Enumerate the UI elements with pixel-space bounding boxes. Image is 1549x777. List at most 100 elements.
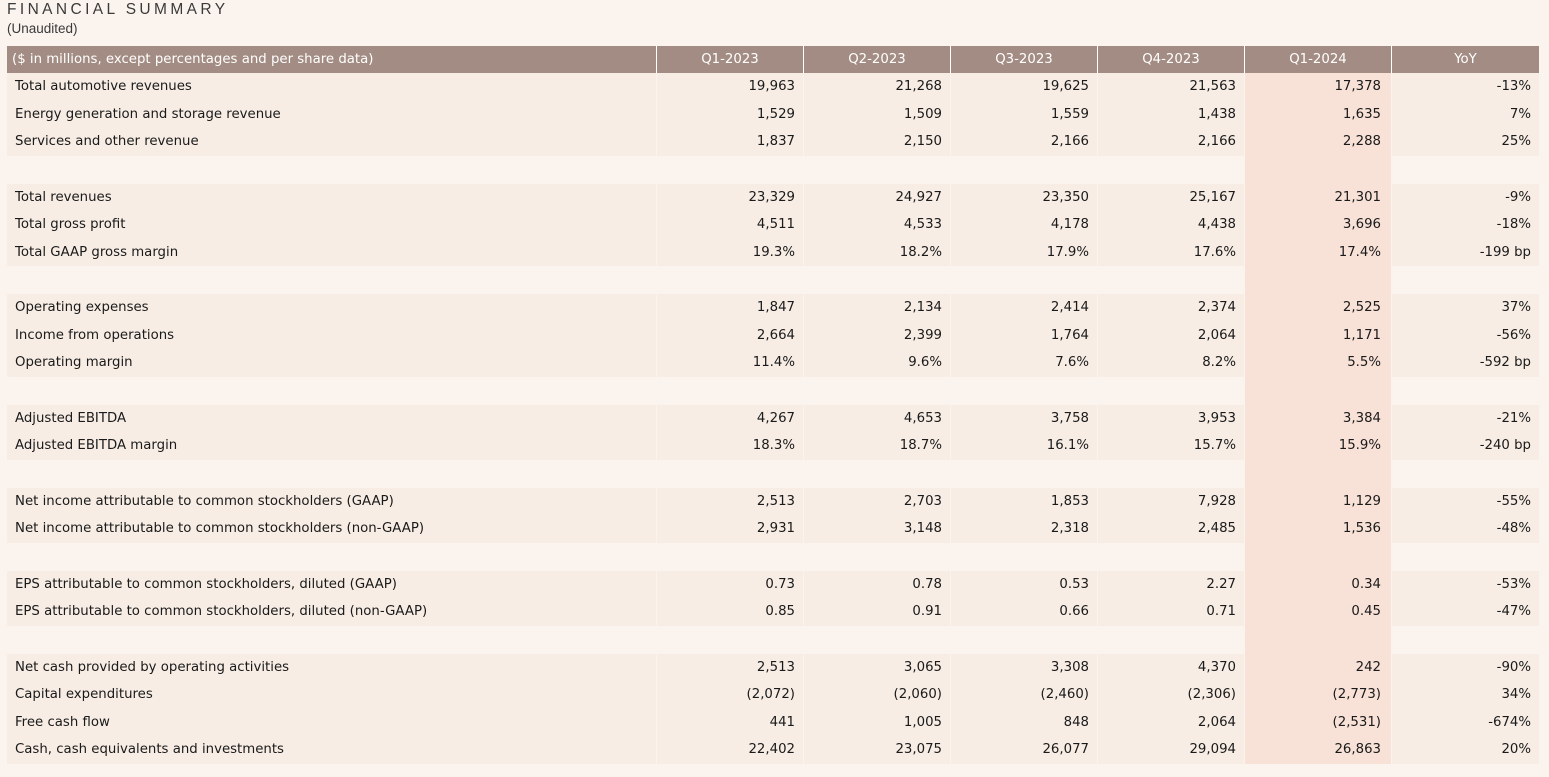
row-value: (2,460) <box>951 681 1098 709</box>
row-value: 37% <box>1392 294 1539 322</box>
spacer-cell <box>1098 155 1245 184</box>
row-value: 7.6% <box>951 349 1098 377</box>
column-header-q1-2024: Q1-2024 <box>1245 46 1392 73</box>
table-row: Operating margin 11.4% 9.6% 7.6% 8.2% 5.5% -59… <box>7 349 1539 377</box>
row-label: EPS attributable to common stockholders,… <box>7 598 657 626</box>
table-row: Services and other revenue 1,837 2,150 2,16… <box>7 128 1539 156</box>
row-value: 25% <box>1392 128 1539 156</box>
row-value: 1,559 <box>951 100 1098 128</box>
row-value: 4,267 <box>657 404 804 432</box>
spacer-cell <box>7 155 657 184</box>
row-label: Capital expenditures <box>7 681 657 709</box>
row-value: -9% <box>1392 183 1539 211</box>
row-value: 1,509 <box>804 100 951 128</box>
row-value: 0.45 <box>1245 598 1392 626</box>
spacer-cell <box>804 459 951 488</box>
spacer-cell <box>1245 155 1392 184</box>
row-value: 2,166 <box>1098 128 1245 156</box>
row-value: 2,150 <box>804 128 951 156</box>
row-value: 11.4% <box>657 349 804 377</box>
row-value: 4,438 <box>1098 211 1245 239</box>
row-value: 2,513 <box>657 487 804 515</box>
spacer-cell <box>1245 542 1392 571</box>
spacer-cell <box>1098 542 1245 571</box>
spacer-cell <box>1392 543 1539 571</box>
row-value: 18.2% <box>804 238 951 266</box>
row-value: (2,531) <box>1245 708 1392 736</box>
spacer-cell <box>657 266 804 294</box>
row-value: 2,134 <box>804 294 951 322</box>
spacer-cell <box>7 625 657 654</box>
table-row: Operating expenses 1,847 2,134 2,414 2,374 2,… <box>7 294 1539 322</box>
row-label: Adjusted EBITDA <box>7 404 657 432</box>
row-value: 1,438 <box>1098 100 1245 128</box>
row-label: Total GAAP gross margin <box>7 238 657 266</box>
row-value: -56% <box>1392 321 1539 349</box>
column-header-q3-2023: Q3-2023 <box>951 46 1098 73</box>
row-value: 9.6% <box>804 349 951 377</box>
row-value: 3,758 <box>951 404 1098 432</box>
row-value: 1,837 <box>657 128 804 156</box>
spacer-cell <box>1098 376 1245 405</box>
row-value: 21,301 <box>1245 183 1392 211</box>
row-value: 7,928 <box>1098 487 1245 515</box>
row-value: 26,863 <box>1245 736 1392 764</box>
spacer-cell <box>951 266 1098 294</box>
row-value: -53% <box>1392 570 1539 598</box>
row-label: Free cash flow <box>7 708 657 736</box>
table-row: Total revenues 23,329 24,927 23,350 25,167 21… <box>7 183 1539 211</box>
row-value: 1,005 <box>804 708 951 736</box>
row-value: -21% <box>1392 404 1539 432</box>
table-row: Total automotive revenues 19,963 21,268 19,… <box>7 73 1539 101</box>
page-title: FINANCIAL SUMMARY <box>7 1 229 18</box>
table-row: Net cash provided by operating activitie… <box>7 653 1539 681</box>
row-value: -48% <box>1392 515 1539 543</box>
row-label: Services and other revenue <box>7 128 657 156</box>
spacer-cell <box>804 266 951 294</box>
column-header-yoy: YoY <box>1392 46 1539 73</box>
spacer-row <box>7 376 1539 405</box>
row-value: 2,288 <box>1245 128 1392 156</box>
row-value: 21,268 <box>804 73 951 101</box>
row-label: Net cash provided by operating activitie… <box>7 653 657 681</box>
table-row: Adjusted EBITDA margin 18.3% 18.7% 16.1% 15.… <box>7 432 1539 460</box>
row-value: 2,513 <box>657 653 804 681</box>
spacer-cell <box>7 542 657 571</box>
spacer-cell <box>1392 156 1539 184</box>
table-row: EPS attributable to common stockholders,… <box>7 570 1539 598</box>
row-value: 17,378 <box>1245 73 1392 101</box>
row-label: Net income attributable to common stockh… <box>7 487 657 515</box>
row-value: 2,318 <box>951 515 1098 543</box>
row-value: -674% <box>1392 708 1539 736</box>
row-value: 19.3% <box>657 238 804 266</box>
row-value: -199 bp <box>1392 238 1539 266</box>
row-label: Operating margin <box>7 349 657 377</box>
row-value: 848 <box>951 708 1098 736</box>
row-value: 16.1% <box>951 432 1098 460</box>
spacer-cell <box>1245 459 1392 488</box>
column-header-q4-2023: Q4-2023 <box>1098 46 1245 73</box>
row-value: 26,077 <box>951 736 1098 764</box>
row-value: 441 <box>657 708 804 736</box>
row-value: 22,402 <box>657 736 804 764</box>
page-subtitle: (Unaudited) <box>7 21 78 36</box>
row-value: 0.53 <box>951 570 1098 598</box>
row-value: -240 bp <box>1392 432 1539 460</box>
table-body: Total automotive revenues 19,963 21,268 19,… <box>7 73 1539 764</box>
row-value: 17.9% <box>951 238 1098 266</box>
spacer-cell <box>951 542 1098 571</box>
column-header-q1-2023: Q1-2023 <box>657 46 804 73</box>
row-value: 2,703 <box>804 487 951 515</box>
row-value: 17.4% <box>1245 238 1392 266</box>
row-value: -18% <box>1392 211 1539 239</box>
row-label: Net income attributable to common stockh… <box>7 515 657 543</box>
row-value: 3,384 <box>1245 404 1392 432</box>
row-value: 4,370 <box>1098 653 1245 681</box>
row-value: 1,529 <box>657 100 804 128</box>
row-value: 8.2% <box>1098 349 1245 377</box>
row-value: 0.71 <box>1098 598 1245 626</box>
spacer-cell <box>657 542 804 571</box>
row-value: 0.85 <box>657 598 804 626</box>
row-value: 15.9% <box>1245 432 1392 460</box>
spacer-row <box>7 459 1539 488</box>
